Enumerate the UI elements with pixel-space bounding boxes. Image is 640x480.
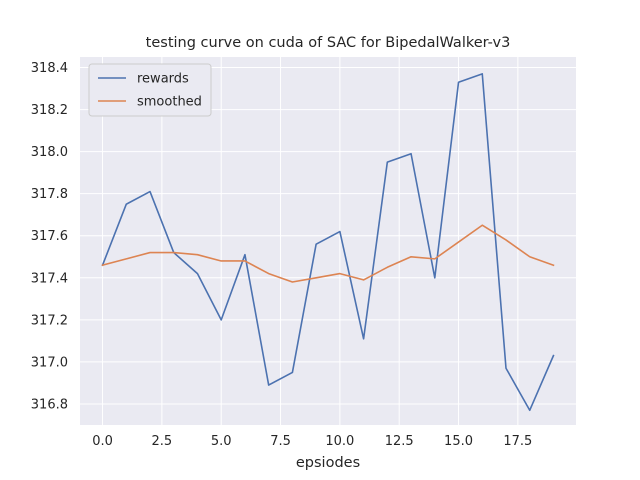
legend-box <box>88 63 212 117</box>
y-tick-label: 317.4 <box>31 271 68 286</box>
y-tick-label: 317.8 <box>31 187 68 202</box>
x-tick-labels: 0.0 2.5 5.0 7.5 10.0 12.5 15.0 17.5 <box>92 434 532 449</box>
x-axis-label: epsiodes <box>296 455 360 471</box>
grid-lines <box>80 57 576 425</box>
x-tick-label: 10.0 <box>325 434 354 449</box>
legend-label-rewards: rewards <box>137 72 189 87</box>
plot-background <box>80 57 576 425</box>
y-tick-label: 316.8 <box>31 397 68 412</box>
y-tick-label: 317.6 <box>31 229 68 244</box>
y-tick-label: 318.2 <box>31 103 68 118</box>
series-line-smoothed <box>101 224 555 283</box>
y-tick-label: 317.0 <box>31 355 68 370</box>
y-tick-label: 317.2 <box>31 313 68 328</box>
x-tick-label: 7.5 <box>270 434 291 449</box>
legend-label-smoothed: smoothed <box>137 95 202 110</box>
legend: rewards smoothed <box>88 63 212 117</box>
series-lines <box>101 73 555 412</box>
chart-title: testing curve on cuda of SAC for Bipedal… <box>146 35 511 51</box>
x-tick-label: 15.0 <box>444 434 473 449</box>
x-tick-label: 2.5 <box>152 434 173 449</box>
y-tick-label: 318.0 <box>31 145 68 160</box>
x-tick-label: 12.5 <box>385 434 414 449</box>
y-tick-label: 318.4 <box>31 61 68 76</box>
series-line-rewards <box>101 73 555 412</box>
x-tick-label: 0.0 <box>92 434 113 449</box>
x-tick-label: 5.0 <box>211 434 232 449</box>
x-tick-label: 17.5 <box>503 434 532 449</box>
y-tick-labels: 316.8 317.0 317.2 317.4 317.6 317.8 318.0 318.2… <box>31 61 68 412</box>
